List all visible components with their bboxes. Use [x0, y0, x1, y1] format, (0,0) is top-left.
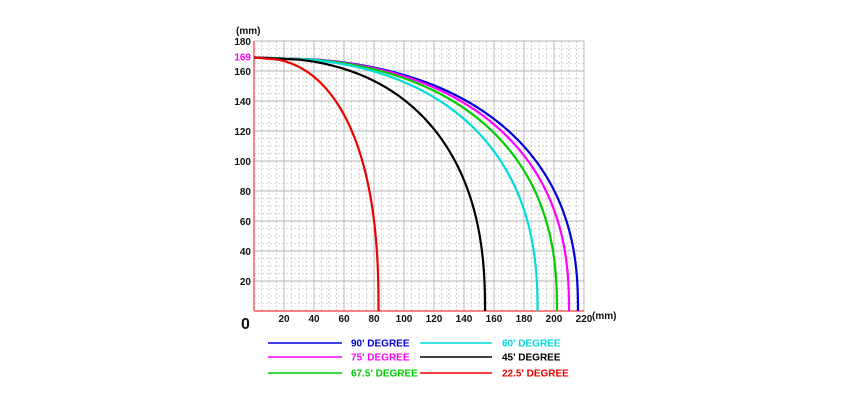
- legend-label: 75' DEGREE: [351, 353, 410, 364]
- legend-label: 45' DEGREE: [502, 353, 561, 364]
- legend-label: 90' DEGREE: [351, 339, 410, 350]
- x-tick-label: 120: [426, 314, 443, 325]
- x-unit-label: (mm): [592, 311, 616, 322]
- x-tick-label: 40: [308, 314, 320, 325]
- legend-label: 60' DEGREE: [502, 339, 561, 350]
- axis-annotations: (mm) (mm) 0: [236, 26, 616, 333]
- y-tick-label: 160: [234, 67, 251, 78]
- y-tick-label: 40: [240, 247, 252, 258]
- x-tick-label: 160: [486, 314, 503, 325]
- x-tick-label: 60: [338, 314, 350, 325]
- y-tick-label: 60: [240, 217, 252, 228]
- x-tick-label: 20: [278, 314, 290, 325]
- axes: [253, 41, 584, 312]
- x-tick-label: 140: [456, 314, 473, 325]
- x-tick-label: 100: [396, 314, 413, 325]
- y-tick-label: 80: [240, 187, 252, 198]
- x-tick-label: 180: [516, 314, 533, 325]
- x-tick-label: 80: [368, 314, 380, 325]
- series-line-90-degree: [253, 56, 580, 311]
- series-line-67-5-degree: [253, 56, 559, 311]
- start-height-label: 169: [234, 53, 251, 64]
- y-tick-label: 100: [234, 157, 251, 168]
- grid-lines: [254, 40, 585, 311]
- data-series: [253, 56, 580, 311]
- legend-label: 22.5' DEGREE: [502, 369, 569, 380]
- tick-labels: 20 40 60 80 100 120 140 160 180 200 220 20 40 60 80 100…: [234, 37, 592, 325]
- legend: 90' DEGREE 60' DEGREE 75' DEGREE 45' DEGREE…: [268, 339, 569, 380]
- series-line-45-degree: [253, 56, 487, 311]
- series-line-75-degree: [253, 56, 571, 311]
- y-tick-label: 20: [240, 277, 252, 288]
- series-line-60-degree: [253, 56, 539, 311]
- origin-label: 0: [241, 316, 250, 333]
- legend-label: 67.5' DEGREE: [351, 369, 418, 380]
- y-tick-label: 180: [234, 37, 251, 48]
- y-tick-label: 120: [234, 127, 251, 138]
- y-tick-label: 140: [234, 97, 251, 108]
- x-tick-label: 220: [576, 314, 593, 325]
- x-tick-label: 200: [546, 314, 563, 325]
- y-unit-label: (mm): [236, 26, 260, 37]
- series-line-22-5-degree: [253, 56, 380, 311]
